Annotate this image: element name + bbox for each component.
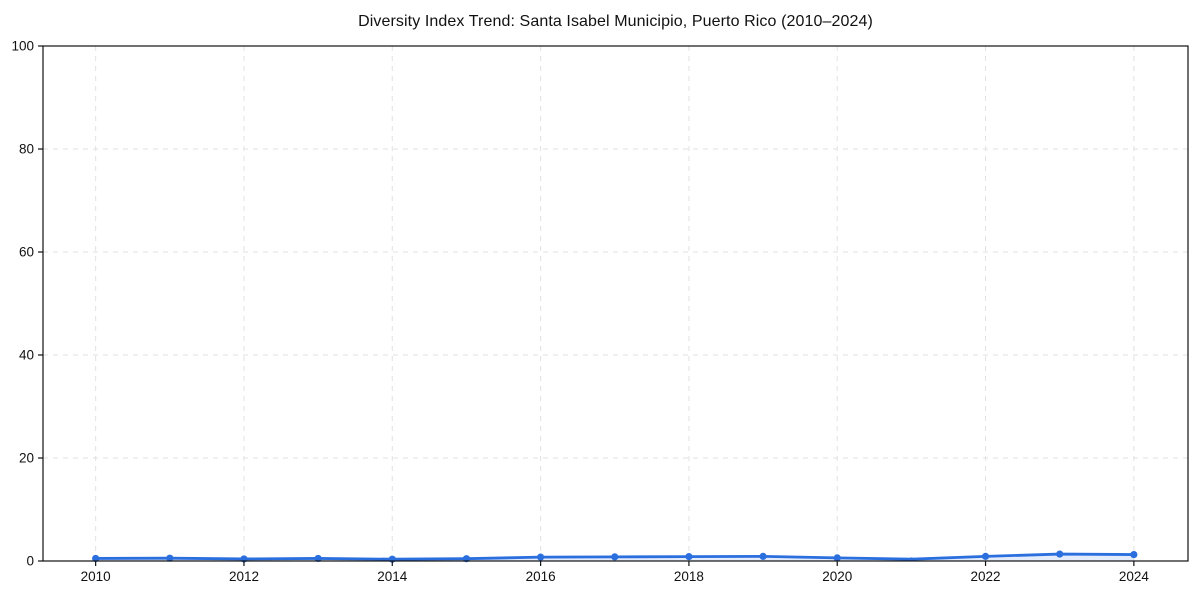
data-point-2021 <box>909 557 914 561</box>
x-tick-label-2016: 2016 <box>526 569 556 584</box>
data-point-2019 <box>759 552 767 560</box>
plot-border <box>42 45 1189 562</box>
x-tick-label-2022: 2022 <box>971 569 1001 584</box>
y-tick-label-0: 0 <box>26 554 34 569</box>
x-tick-label-2010: 2010 <box>81 569 111 584</box>
data-point-2018 <box>685 553 693 561</box>
data-point-2022 <box>981 552 990 560</box>
data-point-2011 <box>166 554 174 562</box>
data-point-2017 <box>611 553 619 561</box>
data-point-2016 <box>537 553 545 561</box>
data-point-2010 <box>92 554 100 563</box>
y-tick-label-20: 20 <box>19 451 34 466</box>
data-point-2020 <box>833 554 841 562</box>
data-point-2013 <box>314 554 322 563</box>
data-point-2024 <box>1130 550 1138 559</box>
chart-title: Diversity Index Trend: Santa Isabel Muni… <box>358 13 873 30</box>
x-tick-label-2024: 2024 <box>1119 569 1150 584</box>
y-tick-label-100: 100 <box>11 39 34 54</box>
x-tick-label-2020: 2020 <box>822 569 852 584</box>
y-tick-label-60: 60 <box>19 245 34 260</box>
data-point-2023 <box>1056 550 1064 558</box>
x-tick-label-2018: 2018 <box>674 569 704 584</box>
x-tick-label-2012: 2012 <box>229 569 259 584</box>
y-tick-label-80: 80 <box>19 142 34 157</box>
x-tick-label-2014: 2014 <box>377 569 408 584</box>
y-tick-label-40: 40 <box>19 348 34 363</box>
